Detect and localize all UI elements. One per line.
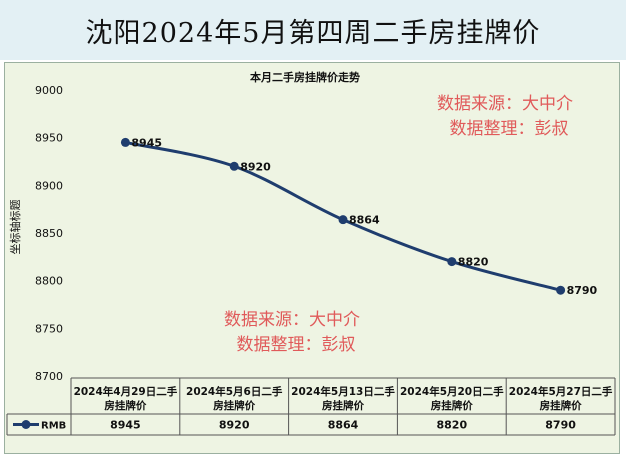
data-point-1 (229, 161, 239, 171)
data-table: 2024年4月29日二手房挂牌价 2024年5月6日二手房挂牌价 2024年5月13… (6, 377, 616, 436)
table-value-0: 8945 (110, 419, 141, 432)
data-label-2: 8864 (349, 214, 380, 227)
table-header-0: 2024年4月29日二手房挂牌价 (74, 385, 178, 412)
legend-series-name: RMB (41, 421, 66, 432)
chart-title: 本月二手房挂牌价走势 (250, 70, 360, 84)
watermark-source-0: 数据来源：大中介 (437, 94, 573, 114)
banner: 沈阳2024年5月第四周二手房挂牌价 (0, 0, 626, 60)
y-tick-label-8800: 8800 (35, 275, 63, 288)
watermark-editor-1: 数据整理：彭叔 (237, 335, 356, 355)
price-trend-chart: 本月二手房挂牌价走势 坐标轴标题 8700 8750 8800 8850 8900 895… (6, 70, 616, 436)
table-header-4: 2024年5月27日二手房挂牌价 (509, 385, 613, 412)
series-line-group: 8945 8920 8864 8820 8790 (120, 136, 598, 297)
y-axis-title: 坐标轴标题 (8, 200, 22, 255)
data-point-3 (447, 257, 457, 267)
data-label-4: 8790 (567, 284, 598, 297)
table-value-3: 8820 (436, 419, 467, 432)
chart-panel: 本月二手房挂牌价走势 坐标轴标题 8700 8750 8800 8850 8900 895… (4, 62, 620, 454)
data-label-0: 8945 (131, 136, 162, 149)
table-value-4: 8790 (545, 419, 576, 432)
data-point-4 (556, 285, 566, 295)
table-value-1: 8920 (219, 419, 250, 432)
data-label-3: 8820 (458, 256, 489, 269)
y-tick-label-9000: 9000 (35, 84, 63, 97)
y-axis: 8700 8750 8800 8850 8900 8950 9000 (35, 84, 63, 383)
data-label-1: 8920 (240, 160, 271, 173)
y-tick-label-8700: 8700 (35, 370, 63, 383)
table-value-2: 8864 (328, 419, 359, 432)
data-point-0 (120, 137, 130, 147)
data-point-2 (338, 215, 348, 225)
table-header-2: 2024年5月13日二手房挂牌价 (291, 385, 395, 412)
legend-marker-key (21, 420, 31, 429)
watermark-source-1: 数据来源：大中介 (224, 310, 360, 330)
y-tick-label-8950: 8950 (35, 132, 63, 145)
table-header-1: 2024年5月6日二手房挂牌价 (186, 385, 283, 412)
table-header-3: 2024年5月20日二手房挂牌价 (400, 385, 504, 412)
y-tick-label-8900: 8900 (35, 179, 63, 192)
y-tick-label-8850: 8850 (35, 227, 63, 240)
banner-title: 沈阳2024年5月第四周二手房挂牌价 (85, 17, 541, 49)
watermark-editor-0: 数据整理：彭叔 (450, 119, 569, 139)
y-tick-label-8750: 8750 (35, 322, 63, 335)
